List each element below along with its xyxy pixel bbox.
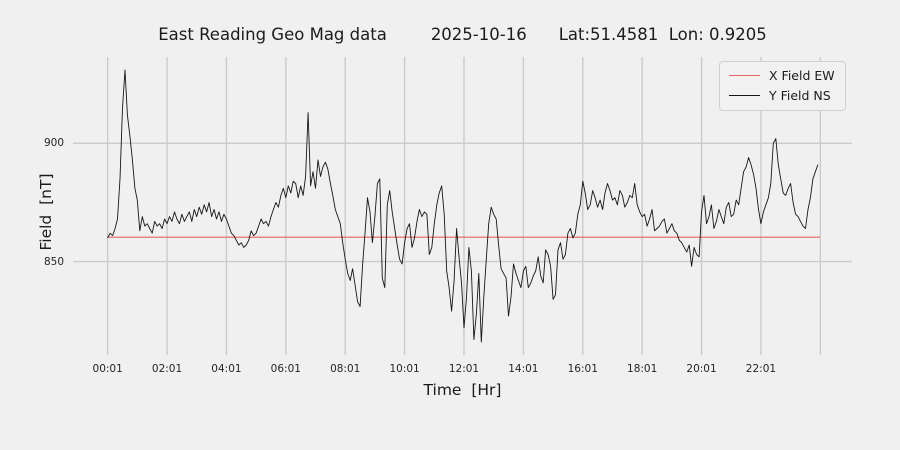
chart-title-date: 2025-10-16 — [430, 25, 527, 44]
x-tick-label: 22:01 — [745, 363, 777, 375]
x-tick-label: 18:01 — [627, 363, 658, 375]
x-tick-label: 08:01 — [330, 363, 361, 375]
x-tick-label: 00:01 — [92, 363, 123, 375]
legend-entry-label: Y Field NS — [769, 88, 831, 103]
x-tick-label: 12:01 — [448, 363, 480, 375]
legend-entry: Y Field NS — [729, 88, 835, 103]
x-axis-label: Time [Hr] — [423, 381, 502, 399]
chart-title-main: East Reading Geo Mag data — [158, 25, 387, 44]
y-tick-label: 900 — [43, 137, 64, 150]
x-tick-label: 20:01 — [686, 363, 717, 375]
x-tick-label: 02:01 — [151, 363, 183, 375]
legend-line-sample — [729, 75, 760, 76]
x-tick-label: 06:01 — [270, 363, 301, 375]
legend-line-sample — [729, 95, 760, 96]
legend-entry: X Field EW — [729, 68, 835, 83]
x-tick-label: 16:01 — [567, 363, 598, 375]
series-y-field-ns — [107, 69, 819, 343]
legend-entry-label: X Field EW — [769, 68, 835, 83]
chart-title: East Reading Geo Mag data 2025-10-16 Lat… — [73, 25, 852, 44]
x-tick-label: 10:01 — [389, 363, 420, 375]
x-tick-label: 14:01 — [508, 363, 539, 375]
x-tick-label: 04:01 — [211, 363, 242, 375]
y-tick-label: 850 — [43, 255, 64, 268]
chart-title-coords: Lat:51.4581 Lon: 0.9205 — [558, 25, 767, 44]
legend: X Field EW Y Field NS — [719, 61, 846, 111]
y-axis-label: Field [nT] — [37, 173, 55, 251]
